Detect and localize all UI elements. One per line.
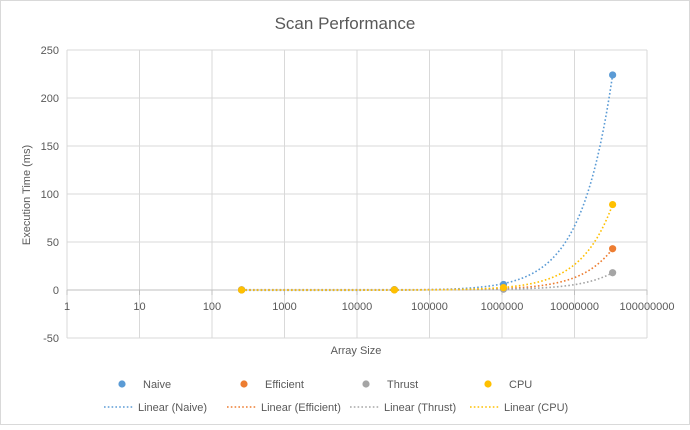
- x-axis-title: Array Size: [331, 345, 382, 357]
- x-tick-label: 100000000: [619, 301, 674, 313]
- legend: Naive Efficient Thrust CPU Linear (Naive) Lin…: [104, 379, 568, 414]
- chart-title: Scan Performance: [275, 14, 416, 33]
- trendline-layer: [241, 74, 614, 292]
- x-tick-label: 100: [203, 301, 221, 313]
- data-point-naive: [609, 71, 617, 79]
- legend-label-thrust: Thrust: [387, 379, 418, 391]
- y-tick-label: 200: [41, 93, 59, 105]
- data-point-thrust: [609, 269, 617, 277]
- data-point-efficient: [609, 245, 617, 253]
- data-point-cpu: [390, 286, 398, 294]
- legend-label-naive: Naive: [143, 379, 171, 391]
- legend-label-cpu: CPU: [509, 379, 532, 391]
- trendline-cpu: [241, 204, 614, 291]
- legend-trend-label-cpu: Linear (CPU): [504, 402, 568, 414]
- x-tick-label: 10000000: [550, 301, 599, 313]
- legend-trend-label-naive: Linear (Naive): [138, 402, 207, 414]
- y-tick-label: 250: [41, 45, 59, 57]
- y-tick-label: -50: [43, 333, 59, 345]
- legend-marker-efficient: [240, 380, 248, 388]
- x-tick-label: 10000: [342, 301, 373, 313]
- y-tick-label: 100: [41, 189, 59, 201]
- x-tick-label: 1000: [272, 301, 296, 313]
- data-point-cpu: [237, 286, 246, 294]
- legend-marker-thrust: [362, 380, 370, 388]
- y-tick-label: 0: [53, 285, 59, 297]
- legend-marker-naive: [118, 380, 126, 388]
- legend-label-efficient: Efficient: [265, 379, 304, 391]
- point-layer: [237, 71, 617, 294]
- data-point-cpu: [609, 200, 617, 209]
- data-point-cpu: [499, 284, 508, 292]
- x-tick-label: 10: [133, 301, 145, 313]
- legend-marker-cpu: [484, 380, 492, 388]
- y-axis-title: Execution Time (ms): [21, 145, 33, 245]
- legend-trend-label-efficient: Linear (Efficient): [261, 402, 341, 414]
- x-tick-label: 100000: [411, 301, 448, 313]
- axis-layer: -50 0 50 100 150 200 250 1 10 100 1000 10000 100000 1…: [41, 45, 675, 345]
- y-tick-label: 50: [47, 237, 59, 249]
- x-tick-label: 1000000: [481, 301, 524, 313]
- y-tick-label: 150: [41, 141, 59, 153]
- legend-trend-label-thrust: Linear (Thrust): [384, 402, 456, 414]
- x-tick-label: 1: [64, 301, 70, 313]
